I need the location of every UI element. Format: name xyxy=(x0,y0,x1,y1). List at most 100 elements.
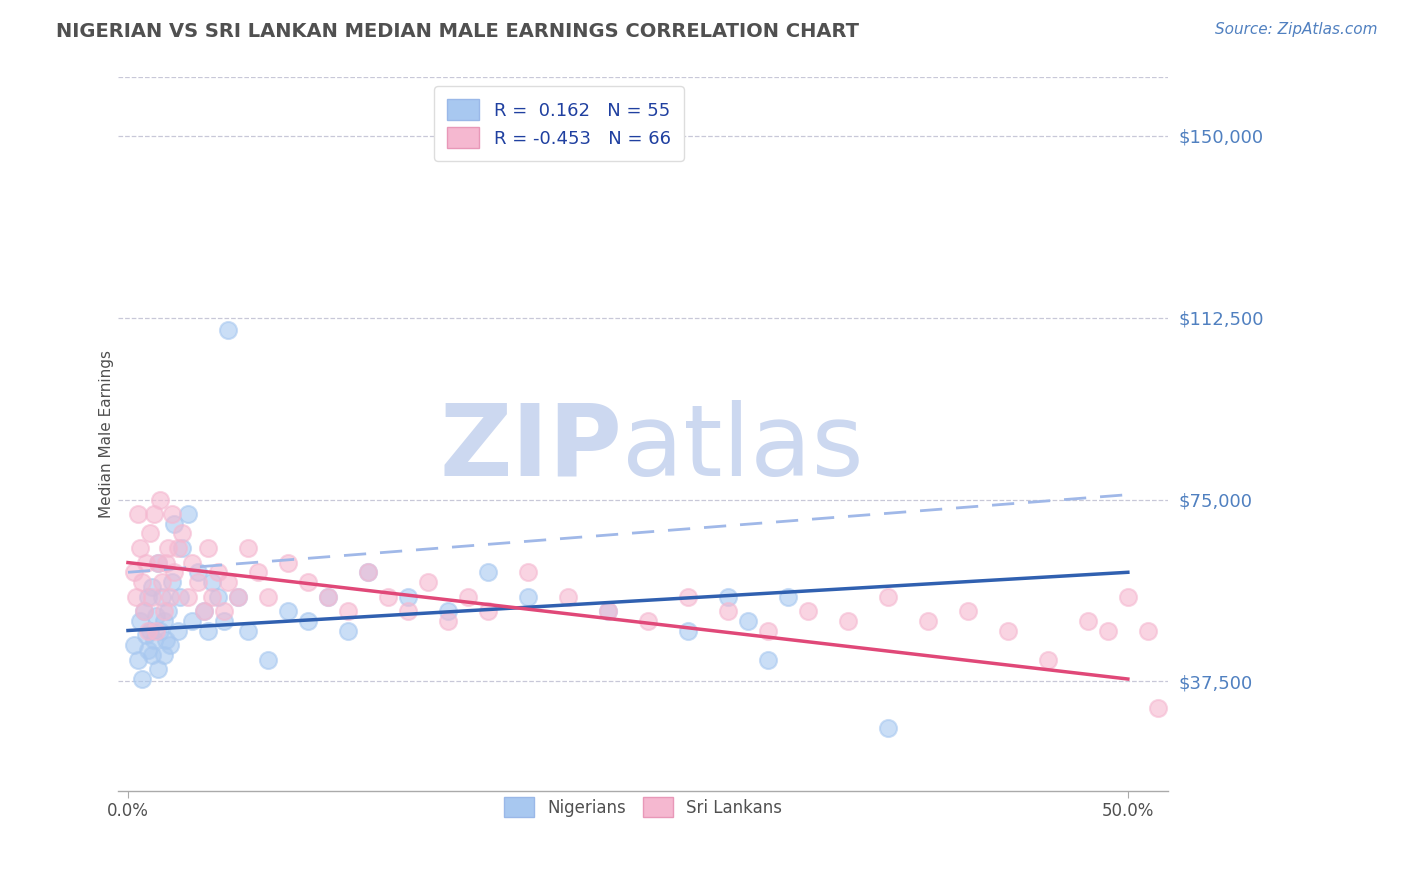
Point xyxy=(207,566,229,580)
Point xyxy=(131,574,153,589)
Point xyxy=(1036,652,1059,666)
Point xyxy=(316,590,339,604)
Point xyxy=(1116,590,1139,604)
Point xyxy=(336,604,359,618)
Point xyxy=(596,604,619,618)
Point xyxy=(155,556,177,570)
Point xyxy=(236,541,259,555)
Point xyxy=(143,507,166,521)
Point xyxy=(150,590,173,604)
Point xyxy=(557,590,579,604)
Point xyxy=(181,556,204,570)
Point xyxy=(153,648,176,662)
Point xyxy=(141,590,163,604)
Point xyxy=(125,590,148,604)
Point xyxy=(516,590,538,604)
Point xyxy=(177,507,200,521)
Point xyxy=(756,652,779,666)
Point xyxy=(139,526,162,541)
Point xyxy=(737,614,759,628)
Point xyxy=(316,590,339,604)
Text: atlas: atlas xyxy=(621,400,863,497)
Point xyxy=(457,590,479,604)
Point xyxy=(127,652,149,666)
Point xyxy=(127,507,149,521)
Point xyxy=(516,566,538,580)
Text: NIGERIAN VS SRI LANKAN MEDIAN MALE EARNINGS CORRELATION CHART: NIGERIAN VS SRI LANKAN MEDIAN MALE EARNI… xyxy=(56,22,859,41)
Point xyxy=(297,574,319,589)
Point xyxy=(637,614,659,628)
Point xyxy=(141,580,163,594)
Point xyxy=(217,323,239,337)
Point xyxy=(956,604,979,618)
Point xyxy=(187,566,209,580)
Point xyxy=(477,604,499,618)
Point xyxy=(131,672,153,686)
Y-axis label: Median Male Earnings: Median Male Earnings xyxy=(100,350,114,518)
Point xyxy=(153,614,176,628)
Text: Source: ZipAtlas.com: Source: ZipAtlas.com xyxy=(1215,22,1378,37)
Point xyxy=(146,556,169,570)
Point xyxy=(159,638,181,652)
Point xyxy=(145,624,167,638)
Legend: Nigerians, Sri Lankans: Nigerians, Sri Lankans xyxy=(495,789,790,825)
Point xyxy=(396,604,419,618)
Point xyxy=(136,624,159,638)
Point xyxy=(141,648,163,662)
Point xyxy=(1077,614,1099,628)
Point xyxy=(837,614,859,628)
Point xyxy=(181,614,204,628)
Point xyxy=(277,556,299,570)
Point xyxy=(257,590,280,604)
Point xyxy=(122,566,145,580)
Point xyxy=(207,590,229,604)
Point xyxy=(357,566,380,580)
Point xyxy=(226,590,249,604)
Point xyxy=(159,590,181,604)
Point xyxy=(163,516,186,531)
Point xyxy=(477,566,499,580)
Point xyxy=(437,614,460,628)
Point xyxy=(129,614,152,628)
Point xyxy=(132,604,155,618)
Point xyxy=(197,624,219,638)
Point xyxy=(145,609,167,624)
Point xyxy=(170,526,193,541)
Point xyxy=(876,590,898,604)
Point xyxy=(212,614,235,628)
Point xyxy=(149,624,172,638)
Point xyxy=(149,492,172,507)
Point xyxy=(277,604,299,618)
Point xyxy=(163,566,186,580)
Point xyxy=(156,541,179,555)
Point xyxy=(1097,624,1119,638)
Point xyxy=(170,541,193,555)
Point xyxy=(212,604,235,618)
Point xyxy=(236,624,259,638)
Point xyxy=(377,590,399,604)
Point xyxy=(1147,701,1170,715)
Point xyxy=(150,574,173,589)
Point xyxy=(160,574,183,589)
Point xyxy=(167,541,190,555)
Point xyxy=(122,638,145,652)
Point xyxy=(357,566,380,580)
Point xyxy=(676,624,699,638)
Point xyxy=(129,541,152,555)
Point xyxy=(193,604,215,618)
Point xyxy=(257,652,280,666)
Point xyxy=(297,614,319,628)
Point xyxy=(756,624,779,638)
Point xyxy=(226,590,249,604)
Point xyxy=(187,574,209,589)
Point xyxy=(193,604,215,618)
Point xyxy=(169,590,191,604)
Point xyxy=(596,604,619,618)
Point xyxy=(776,590,799,604)
Point xyxy=(135,556,157,570)
Text: ZIP: ZIP xyxy=(439,400,621,497)
Point xyxy=(139,624,162,638)
Point xyxy=(135,628,157,642)
Point xyxy=(396,590,419,604)
Point xyxy=(336,624,359,638)
